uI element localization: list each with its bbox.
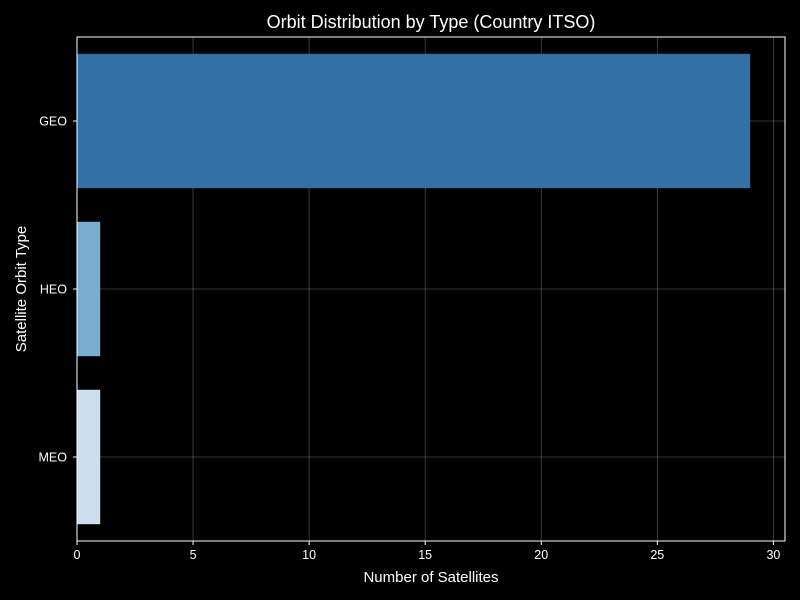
x-tick-label: 5 (190, 548, 197, 562)
x-tick-label: 15 (418, 548, 432, 562)
chart-title: Orbit Distribution by Type (Country ITSO… (267, 12, 596, 32)
x-tick-label: 0 (74, 548, 81, 562)
y-axis-ticks: GEO HEO MEO (39, 115, 77, 465)
x-axis-label: Number of Satellites (363, 569, 498, 586)
y-tick-label: GEO (39, 115, 67, 129)
x-tick-label: 30 (766, 548, 780, 562)
bar-heo (77, 221, 101, 357)
bar-geo (77, 53, 751, 189)
bars (77, 53, 751, 525)
y-tick-label: HEO (40, 283, 67, 297)
x-tick-label: 10 (302, 548, 316, 562)
x-axis-ticks: 0 5 10 15 20 25 30 (74, 541, 780, 562)
x-tick-label: 25 (650, 548, 664, 562)
y-axis-label: Satellite Orbit Type (13, 226, 30, 352)
y-tick-label: MEO (39, 451, 68, 465)
bar-meo (77, 389, 101, 525)
x-tick-label: 20 (534, 548, 548, 562)
